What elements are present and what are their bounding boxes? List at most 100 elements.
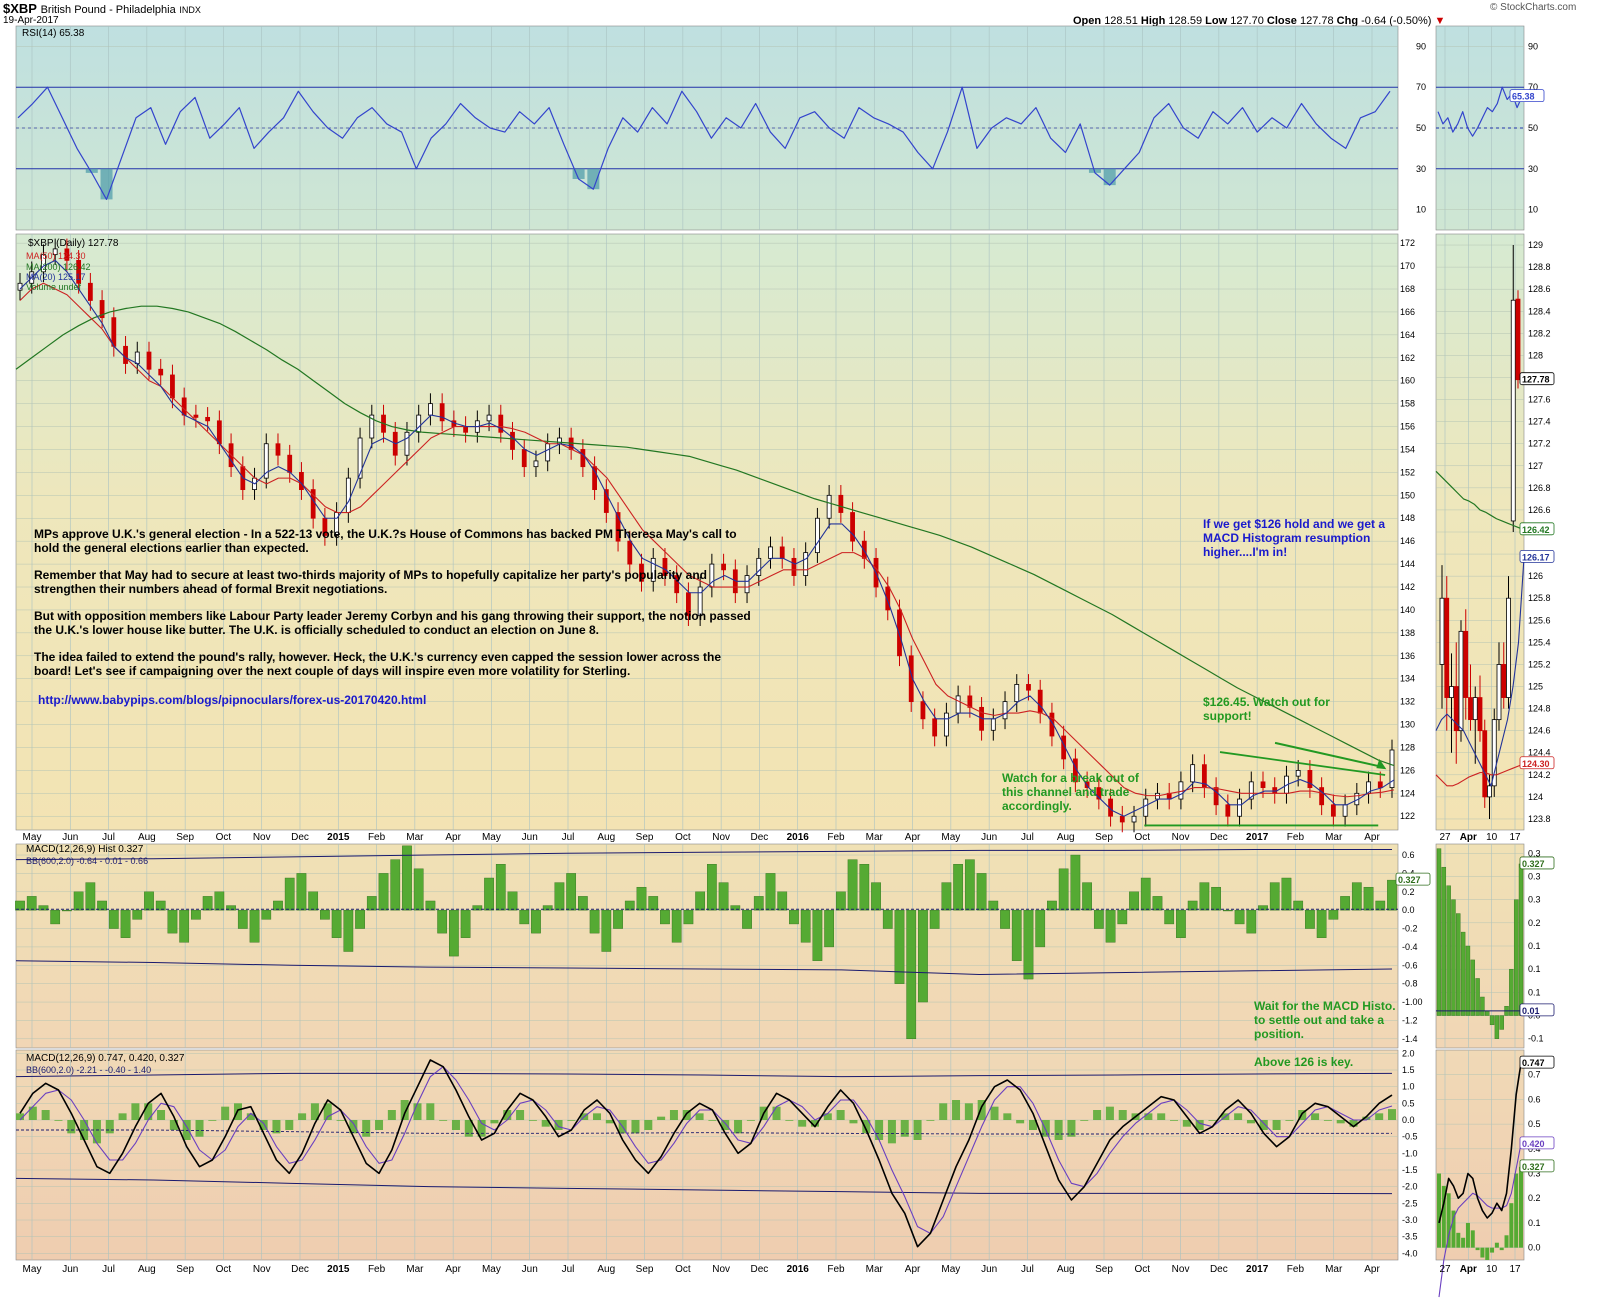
- macd-y-tick-label: -2.0: [1402, 1182, 1418, 1192]
- price-y-tick-label: 150: [1400, 490, 1415, 500]
- mini-mhist-badge: 0.327: [1522, 1162, 1545, 1172]
- macd-hist-bar: [451, 1120, 460, 1130]
- macd-hist-bar: [990, 1106, 999, 1120]
- x-tick-label: May: [23, 832, 42, 843]
- hist-y-tick-label: -0.2: [1402, 924, 1418, 934]
- source-link[interactable]: http://www.babypips.com/blogs/pipnocular…: [38, 693, 426, 707]
- macd-y-tick-label: 1.0: [1402, 1082, 1415, 1092]
- x-tick-label: 2016: [787, 1264, 810, 1275]
- x-tick-label: Sep: [636, 1264, 654, 1275]
- x-tick-label: Nov: [253, 1264, 271, 1275]
- macd-hist-bar: [823, 1113, 832, 1120]
- hist-bar: [85, 882, 96, 911]
- mini-hist-bar: [1489, 1015, 1495, 1026]
- price-candle-body: [510, 431, 515, 450]
- mini-rsi-y-tick-label: 30: [1528, 164, 1538, 174]
- macd-hist-bar: [605, 1120, 614, 1124]
- macd-hist-bar: [246, 1113, 255, 1120]
- mini-ma50-line: [1435, 763, 1525, 787]
- news-text-line3: Remember that May had to secure at least…: [34, 568, 707, 582]
- x-tick-label: Mar: [406, 1264, 424, 1275]
- macd-hist-bar: [836, 1110, 845, 1120]
- macd-hist-bar: [41, 1110, 50, 1120]
- price-candle-body: [498, 414, 504, 433]
- mini-macd-hist-bar: [1494, 1242, 1499, 1248]
- price-candle-body: [299, 471, 304, 490]
- macd-hist-bar: [887, 1120, 896, 1144]
- mini-signal-line: [1438, 1143, 1522, 1298]
- mini-hist-y-tick-label: 0.1: [1528, 964, 1541, 974]
- macd-hist-bar: [118, 1113, 127, 1120]
- x-tick-label: Jul: [1021, 832, 1034, 843]
- macd-hist-bar: [1336, 1120, 1345, 1124]
- hist-bar: [789, 909, 799, 925]
- price-candle-body: [932, 718, 938, 737]
- hist-bar: [847, 859, 858, 911]
- mini-macd-y-tick-label: 0.5: [1528, 1119, 1541, 1129]
- x-tick-label: Sep: [176, 832, 194, 843]
- price-y-tick-label: 166: [1400, 307, 1415, 317]
- mini-candle-body: [1501, 664, 1507, 698]
- hist-bar: [1269, 882, 1280, 911]
- hist-bar: [894, 909, 905, 984]
- mini-price-y-tick-label: 129: [1528, 240, 1543, 250]
- mini-macd-hist-bar: [1509, 1203, 1514, 1248]
- mini-macd-hist-bar: [1485, 1247, 1490, 1260]
- price-candle-body: [275, 443, 281, 456]
- macd-hist-bar: [1375, 1113, 1384, 1120]
- macd-hist-bar: [1182, 1120, 1191, 1127]
- macd-hist-bar: [682, 1110, 691, 1120]
- price-candle-body: [416, 414, 422, 433]
- x-tick-label: May: [482, 832, 501, 843]
- mini-hist-bb-badge: 0.01: [1522, 1006, 1540, 1016]
- mini-hist-y-tick-label: 0.3: [1528, 848, 1541, 858]
- hist-bar: [343, 909, 354, 952]
- x-tick-label: Nov: [253, 832, 271, 843]
- mini-x-tick-label: 27: [1439, 1264, 1451, 1275]
- price-candle-body: [1096, 787, 1102, 800]
- x-tick-label: Dec: [751, 832, 769, 843]
- price-candle-body: [1131, 815, 1137, 823]
- macd-hist-bar: [1285, 1120, 1294, 1121]
- price-candle-body: [1190, 764, 1196, 783]
- hist-bar: [495, 864, 506, 911]
- x-tick-label: Jun: [981, 832, 997, 843]
- price-candle-body: [756, 557, 762, 576]
- x-tick-label: Apr: [1364, 1264, 1380, 1275]
- macd-hist-bar: [1208, 1120, 1217, 1121]
- mini-price-y-tick-label: 126.8: [1528, 483, 1551, 493]
- mini-ma20-badge-box: [1519, 549, 1555, 563]
- x-tick-label: Aug: [138, 1264, 156, 1275]
- macd-note-line4: Above 126 is key.: [1254, 1055, 1353, 1069]
- hist-bar: [472, 905, 483, 911]
- mini-rsi-badge-box: [1509, 89, 1545, 103]
- mini-price-y-tick-label: 127.4: [1528, 417, 1551, 427]
- price-candle-body: [897, 609, 902, 657]
- hist-bar: [718, 882, 729, 911]
- price-candle-body: [1389, 749, 1395, 788]
- down-arrow-icon: ▼: [1434, 15, 1446, 27]
- mini-price-y-tick-label: 127.2: [1528, 439, 1551, 449]
- x-tick-label: May: [23, 1264, 42, 1275]
- hist-bar: [1328, 909, 1339, 920]
- macd-hist-bar: [464, 1120, 473, 1137]
- mini-x-tick-label: 17: [1509, 1264, 1521, 1275]
- macd-hist-bar: [16, 1113, 24, 1120]
- hist-bar: [249, 909, 260, 943]
- macd-hist-bar: [169, 1120, 178, 1130]
- x-tick-label: Jun: [62, 1264, 78, 1275]
- x-tick-label: Mar: [866, 1264, 884, 1275]
- price-candle-body: [545, 443, 551, 462]
- hist-bar: [578, 896, 588, 911]
- rsi-legend: RSI(14) 65.38: [22, 28, 85, 39]
- price-y-tick-label: 134: [1400, 674, 1415, 684]
- hist-bar: [1363, 886, 1374, 911]
- mini-price-y-tick-label: 127: [1528, 461, 1543, 471]
- price-candle-body: [170, 374, 175, 399]
- mini-hist-bar: [1470, 959, 1475, 1016]
- x-tick-label: Oct: [675, 832, 691, 843]
- hist-bar: [1093, 909, 1104, 929]
- mini-macd-panel-bg: [1435, 1049, 1525, 1261]
- x-tick-label: Jul: [102, 1264, 115, 1275]
- hist-bar: [460, 909, 471, 938]
